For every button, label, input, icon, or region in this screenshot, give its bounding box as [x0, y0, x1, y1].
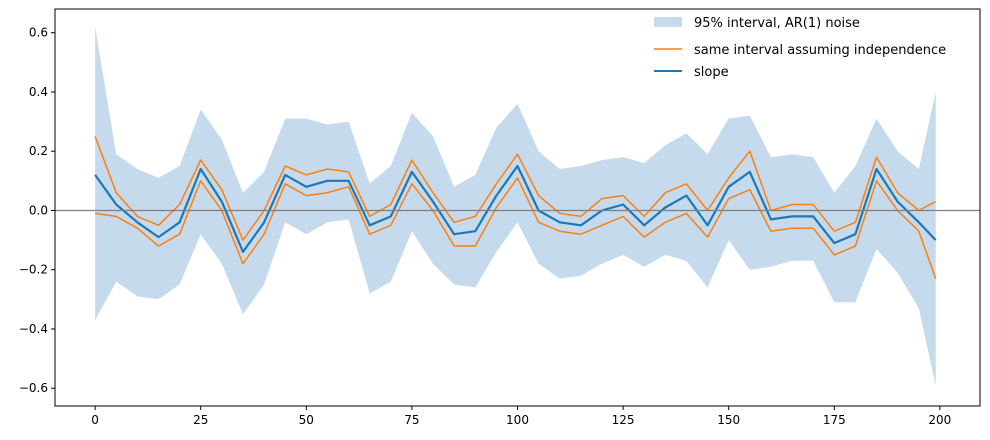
- x-tick-label: 50: [299, 413, 314, 427]
- legend-label-independence: same interval assuming independence: [694, 43, 946, 58]
- y-tick-label: −0.6: [19, 381, 48, 395]
- y-tick-label: 0.2: [29, 144, 48, 158]
- legend-label-slope: slope: [694, 65, 729, 80]
- x-tick-label: 150: [717, 413, 740, 427]
- y-tick-label: 0.4: [29, 85, 48, 99]
- x-axis-ticks: 0 25 50 75 100 125 150 175 200: [91, 406, 951, 427]
- legend: 95% interval, AR(1) noise same interval …: [654, 16, 946, 80]
- y-tick-label: 0.0: [29, 203, 48, 217]
- y-axis-ticks: −0.6 −0.4 −0.2 0.0 0.2 0.4 0.6: [19, 26, 55, 395]
- x-tick-label: 200: [928, 413, 951, 427]
- independence-interval-upper-line: [94, 136, 937, 241]
- interval-band-ar1: [95, 26, 936, 386]
- slope-line: [94, 164, 937, 253]
- legend-swatch-band: [654, 17, 682, 27]
- y-tick-label: −0.2: [19, 263, 48, 277]
- series-line-layer: [94, 136, 937, 279]
- legend-label-band: 95% interval, AR(1) noise: [694, 16, 860, 31]
- x-tick-label: 25: [193, 413, 208, 427]
- y-tick-label: −0.4: [19, 322, 48, 336]
- x-tick-label: 0: [91, 413, 99, 427]
- independence-interval-lower-line: [94, 177, 937, 279]
- x-tick-label: 75: [404, 413, 419, 427]
- x-tick-label: 100: [506, 413, 529, 427]
- y-tick-label: 0.6: [29, 26, 48, 40]
- interval-band-layer: [95, 26, 936, 386]
- x-tick-label: 175: [823, 413, 846, 427]
- x-tick-label: 125: [612, 413, 635, 427]
